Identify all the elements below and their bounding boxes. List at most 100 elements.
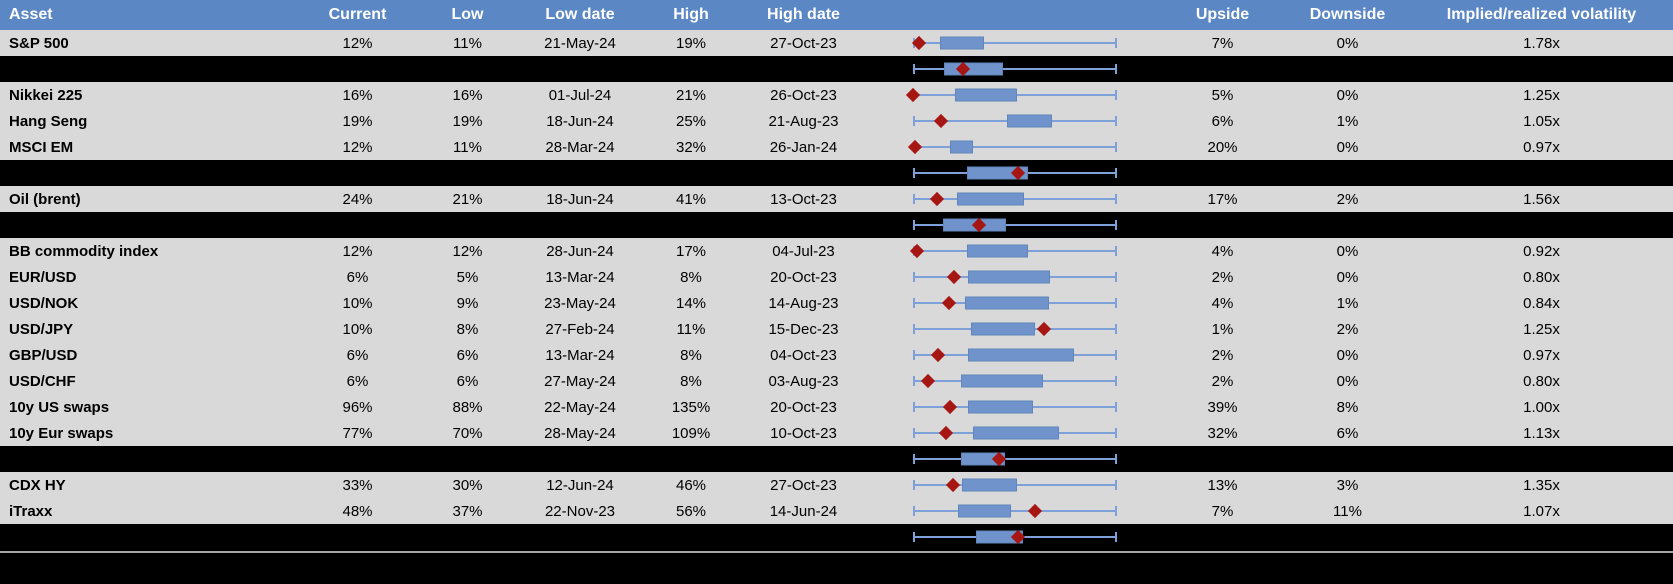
boxplot-cell <box>870 316 1160 342</box>
whisker-cap-right <box>1115 506 1117 516</box>
whisker-cap-right <box>1115 90 1117 100</box>
whisker-cap-left <box>913 64 915 74</box>
cell-asset: iTraxx <box>9 502 53 520</box>
cell-upside: 17% <box>1207 190 1238 208</box>
whisker-cap-right <box>1115 454 1117 464</box>
boxplot-cell <box>870 290 1160 316</box>
whisker-line <box>913 42 1117 44</box>
summary-row <box>0 212 1673 238</box>
cell-low-date: 18-Jun-24 <box>546 112 614 130</box>
boxplot-cell <box>870 212 1160 238</box>
cell-high-date: 10-Oct-23 <box>770 424 837 442</box>
current-level-diamond-icon <box>907 139 923 155</box>
separator-line <box>0 551 1673 553</box>
whisker-cap-left <box>913 402 915 412</box>
cell-current: 12% <box>342 34 373 52</box>
boxplot-cell <box>870 82 1160 108</box>
cell-implied-realized: 0.97x <box>1523 138 1560 156</box>
cell-high: 19% <box>675 34 707 52</box>
table-row: BB commodity index 12% 12% 28-Jun-24 17% 04-J… <box>0 238 1673 264</box>
whisker-cap-left <box>913 168 915 178</box>
summary-row <box>0 524 1673 550</box>
cell-implied-realized: 1.78x <box>1523 34 1560 52</box>
whisker-cap-left <box>913 506 915 516</box>
cell-asset: GBP/USD <box>9 346 78 364</box>
whisker-cap-left <box>913 376 915 386</box>
range-box <box>968 348 1075 362</box>
boxplot-cell <box>870 186 1160 212</box>
cell-low-date: 27-May-24 <box>544 372 616 390</box>
cell-asset: USD/JPY <box>9 320 74 338</box>
whisker-cap-right <box>1115 220 1117 230</box>
cell-high-date: 03-Aug-23 <box>768 372 839 390</box>
cell-implied-realized: 0.97x <box>1523 346 1560 364</box>
range-boxplot <box>913 420 1117 446</box>
range-boxplot <box>913 108 1117 134</box>
col-header-implied-realized: Implied/realized volatility <box>1446 6 1637 23</box>
whisker-line <box>913 458 1117 460</box>
col-header-current: Current <box>328 6 387 23</box>
summary-row <box>0 56 1673 82</box>
cell-current: 96% <box>342 398 373 416</box>
range-box <box>943 62 1003 76</box>
cell-low-date: 18-Jun-24 <box>546 190 614 208</box>
cell-asset: Nikkei 225 <box>9 86 83 104</box>
cell-implied-realized: 1.05x <box>1523 112 1560 130</box>
cell-upside: 1% <box>1211 320 1234 338</box>
cell-high: 109% <box>671 424 711 442</box>
cell-downside: 8% <box>1336 398 1359 416</box>
cell-upside: 4% <box>1211 294 1234 312</box>
table-row: CDX HY 33% 30% 12-Jun-24 46% 27-Oct-23 13% 3% 1.… <box>0 472 1673 498</box>
cell-low-date: 22-Nov-23 <box>544 502 616 520</box>
cell-implied-realized: 0.84x <box>1523 294 1560 312</box>
range-boxplot <box>913 212 1117 238</box>
cell-current: 10% <box>342 320 373 338</box>
cell-low: 88% <box>452 398 483 416</box>
whisker-cap-right <box>1115 480 1117 490</box>
cell-implied-realized: 1.56x <box>1523 190 1560 208</box>
whisker-cap-left <box>913 428 915 438</box>
range-boxplot <box>913 498 1117 524</box>
cell-low: 12% <box>452 242 483 260</box>
boxplot-cell <box>870 134 1160 160</box>
boxplot-cell <box>870 524 1160 550</box>
range-boxplot <box>913 316 1117 342</box>
cell-high: 8% <box>680 268 702 286</box>
cell-low-date: 23-May-24 <box>544 294 616 312</box>
whisker-cap-left <box>913 298 915 308</box>
range-boxplot <box>913 160 1117 186</box>
cell-high-date: 13-Oct-23 <box>770 190 837 208</box>
cell-high: 14% <box>675 294 707 312</box>
cell-low: 30% <box>452 476 483 494</box>
cell-asset: 10y US swaps <box>9 398 110 416</box>
cell-downside: 0% <box>1336 268 1359 286</box>
cell-high: 135% <box>671 398 711 416</box>
range-box <box>939 36 985 50</box>
cell-high: 46% <box>675 476 707 494</box>
range-box <box>973 426 1060 440</box>
whisker-line <box>913 224 1117 226</box>
current-level-diamond-icon <box>938 425 954 441</box>
whisker-cap-left <box>913 220 915 230</box>
cell-upside: 32% <box>1207 424 1238 442</box>
table-row: iTraxx 48% 37% 22-Nov-23 56% 14-Jun-24 7% 11% 1.… <box>0 498 1673 524</box>
cell-implied-realized: 0.80x <box>1523 268 1560 286</box>
cell-current: 10% <box>342 294 373 312</box>
range-box <box>968 400 1034 414</box>
cell-low-date: 12-Jun-24 <box>546 476 614 494</box>
current-level-diamond-icon <box>920 373 935 389</box>
cell-low-date: 21-May-24 <box>544 34 616 52</box>
whisker-cap-right <box>1115 532 1117 542</box>
whisker-cap-left <box>913 324 915 334</box>
col-header-low: Low <box>451 6 484 23</box>
boxplot-cell <box>870 160 1160 186</box>
whisker-cap-right <box>1115 246 1117 256</box>
table-row: 10y US swaps 96% 88% 22-May-24 135% 20-Oct-23… <box>0 394 1673 420</box>
cell-high: 11% <box>676 320 706 338</box>
summary-row <box>0 160 1673 186</box>
range-box <box>961 478 1018 492</box>
cell-current: 12% <box>342 138 373 156</box>
cell-implied-realized: 1.00x <box>1523 398 1560 416</box>
cell-asset: Oil (brent) <box>9 190 81 208</box>
